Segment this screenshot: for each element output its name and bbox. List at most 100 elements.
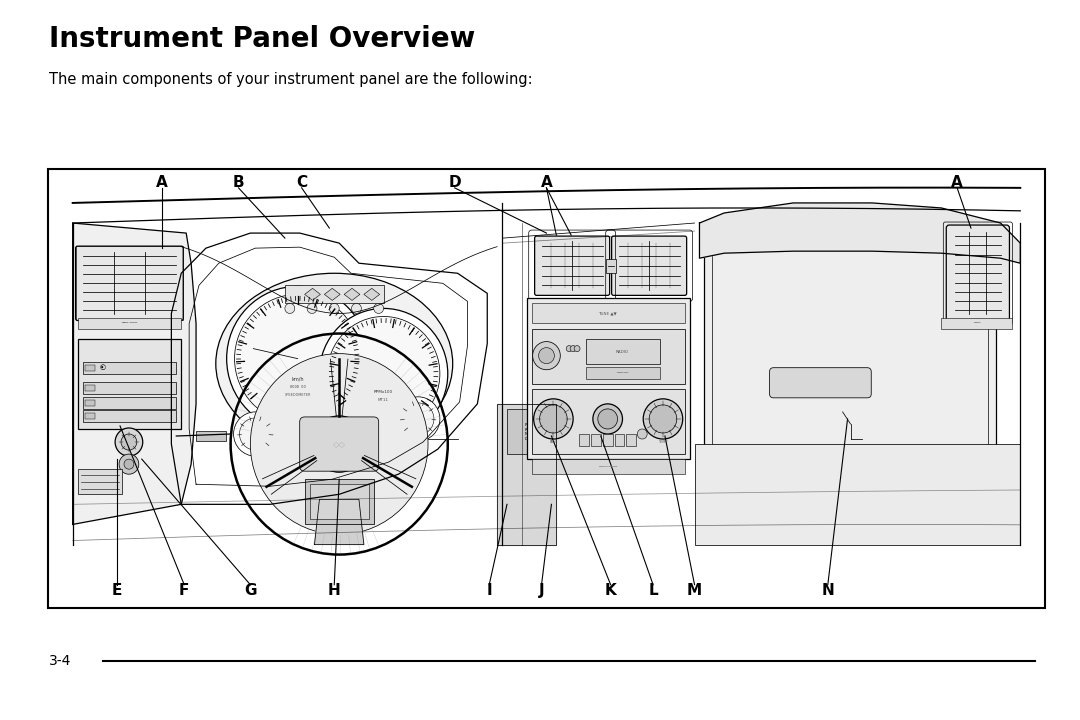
Text: E: E [112, 583, 122, 598]
Text: RPMx100: RPMx100 [374, 390, 393, 394]
FancyBboxPatch shape [300, 417, 379, 471]
Circle shape [598, 409, 618, 429]
Bar [85, 400, 95, 406]
Bar [531, 303, 685, 323]
Text: B: B [232, 176, 244, 190]
Text: The main components of your instrument panel are the following:: The main components of your instrument p… [49, 72, 532, 87]
Bar [82, 397, 176, 409]
Circle shape [234, 294, 361, 423]
Bar [704, 223, 996, 485]
Polygon shape [497, 404, 556, 544]
Bar [603, 434, 612, 446]
Text: 0000  00: 0000 00 [289, 384, 306, 389]
Circle shape [374, 303, 383, 313]
FancyBboxPatch shape [946, 225, 1010, 322]
Text: A: A [951, 176, 963, 190]
Text: ━━━━━━━━━: ━━━━━━━━━ [598, 465, 618, 469]
Polygon shape [314, 499, 364, 544]
Bar [531, 389, 685, 454]
Circle shape [233, 412, 276, 456]
Circle shape [116, 428, 143, 456]
Circle shape [119, 454, 139, 474]
Circle shape [566, 346, 572, 351]
Text: ━━━━━: ━━━━━ [617, 371, 629, 374]
Polygon shape [364, 288, 380, 300]
Text: ○: ○ [99, 364, 106, 369]
Circle shape [320, 308, 448, 439]
Circle shape [539, 348, 554, 364]
Text: Instrument Panel Overview: Instrument Panel Overview [49, 25, 475, 53]
Circle shape [403, 403, 434, 435]
Circle shape [637, 429, 647, 439]
Text: G: G [244, 583, 257, 598]
Ellipse shape [216, 274, 453, 454]
Bar [82, 382, 176, 394]
Text: A: A [541, 176, 552, 190]
Text: SPEEDOMETER: SPEEDOMETER [284, 393, 311, 397]
Bar [586, 366, 660, 379]
Circle shape [124, 459, 134, 469]
Circle shape [329, 303, 339, 313]
FancyBboxPatch shape [611, 236, 687, 295]
Bar [942, 318, 1012, 328]
Text: N: N [822, 583, 834, 598]
Text: L: L [648, 583, 658, 598]
Bar [527, 298, 690, 459]
Bar [626, 434, 636, 446]
Text: TEMP: TEMP [658, 440, 667, 444]
Bar [310, 485, 368, 519]
Circle shape [227, 287, 368, 431]
Circle shape [396, 397, 440, 441]
Text: FAN: FAN [550, 440, 556, 444]
Text: ◇◇: ◇◇ [333, 439, 346, 449]
Text: ━━━: ━━━ [973, 322, 981, 325]
Bar [78, 338, 181, 429]
Bar [305, 480, 374, 524]
Text: RADIO: RADIO [616, 350, 629, 354]
Circle shape [532, 341, 561, 369]
Text: ─── ───: ─── ─── [121, 322, 137, 325]
Bar [82, 410, 176, 422]
Text: 3-4: 3-4 [49, 654, 71, 668]
Circle shape [165, 428, 181, 444]
Bar [586, 338, 660, 364]
Circle shape [644, 399, 683, 439]
Bar [48, 169, 1045, 608]
Bar [713, 231, 988, 476]
Circle shape [351, 303, 362, 313]
FancyBboxPatch shape [76, 246, 184, 320]
Bar [85, 413, 95, 419]
Circle shape [240, 418, 271, 450]
Circle shape [570, 346, 576, 351]
Text: MT11: MT11 [378, 398, 389, 402]
Text: H: H [328, 583, 340, 598]
Bar [85, 384, 95, 391]
Circle shape [649, 405, 677, 433]
Bar [579, 434, 589, 446]
Circle shape [534, 399, 573, 439]
Bar [76, 246, 184, 320]
Bar [78, 318, 181, 328]
Text: I: I [486, 583, 492, 598]
Polygon shape [324, 288, 340, 300]
Bar [531, 328, 685, 384]
Bar [285, 285, 383, 303]
Circle shape [318, 422, 361, 466]
Text: K: K [605, 583, 617, 598]
Text: J: J [539, 583, 544, 598]
Text: ●: ● [102, 365, 104, 369]
Text: A: A [156, 176, 167, 190]
Circle shape [575, 346, 580, 351]
Text: F: F [179, 583, 189, 598]
Text: D: D [448, 176, 461, 190]
Circle shape [121, 434, 137, 450]
Polygon shape [700, 203, 1021, 264]
Polygon shape [345, 288, 360, 300]
Text: C: C [296, 176, 307, 190]
Circle shape [540, 405, 567, 433]
Circle shape [593, 404, 622, 434]
Circle shape [251, 354, 428, 534]
Bar [197, 431, 226, 441]
Text: M: M [687, 583, 702, 598]
Circle shape [327, 317, 440, 431]
